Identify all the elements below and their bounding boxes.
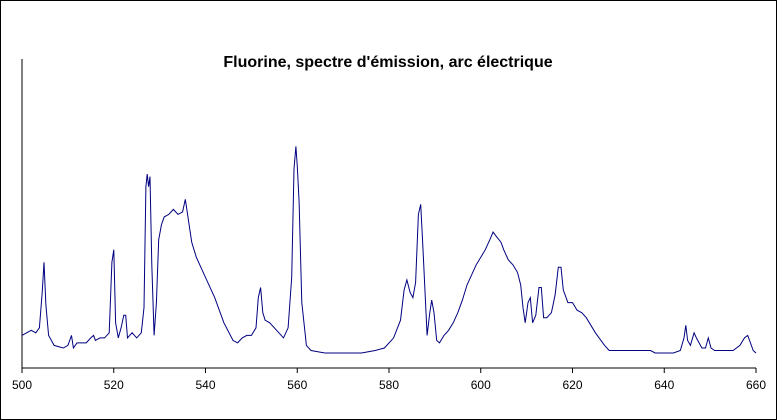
x-ticks <box>21 368 757 373</box>
x-tick-label-640: 640 <box>654 378 674 392</box>
x-tick-label-500: 500 <box>12 378 32 392</box>
x-tick-labels: 500 520 540 560 580 600 620 640 660 <box>12 378 766 392</box>
chart-title: Fluorine, spectre d'émission, arc électr… <box>223 54 552 71</box>
x-tick-label-560: 560 <box>287 378 307 392</box>
x-tick-label-580: 580 <box>379 378 399 392</box>
x-tick-label-540: 540 <box>195 378 215 392</box>
x-tick-label-600: 600 <box>471 378 491 392</box>
x-tick-label-620: 620 <box>562 378 582 392</box>
x-tick-label-520: 520 <box>104 378 124 392</box>
x-tick-label-660: 660 <box>746 378 766 392</box>
series-line-spectrum <box>21 146 757 354</box>
